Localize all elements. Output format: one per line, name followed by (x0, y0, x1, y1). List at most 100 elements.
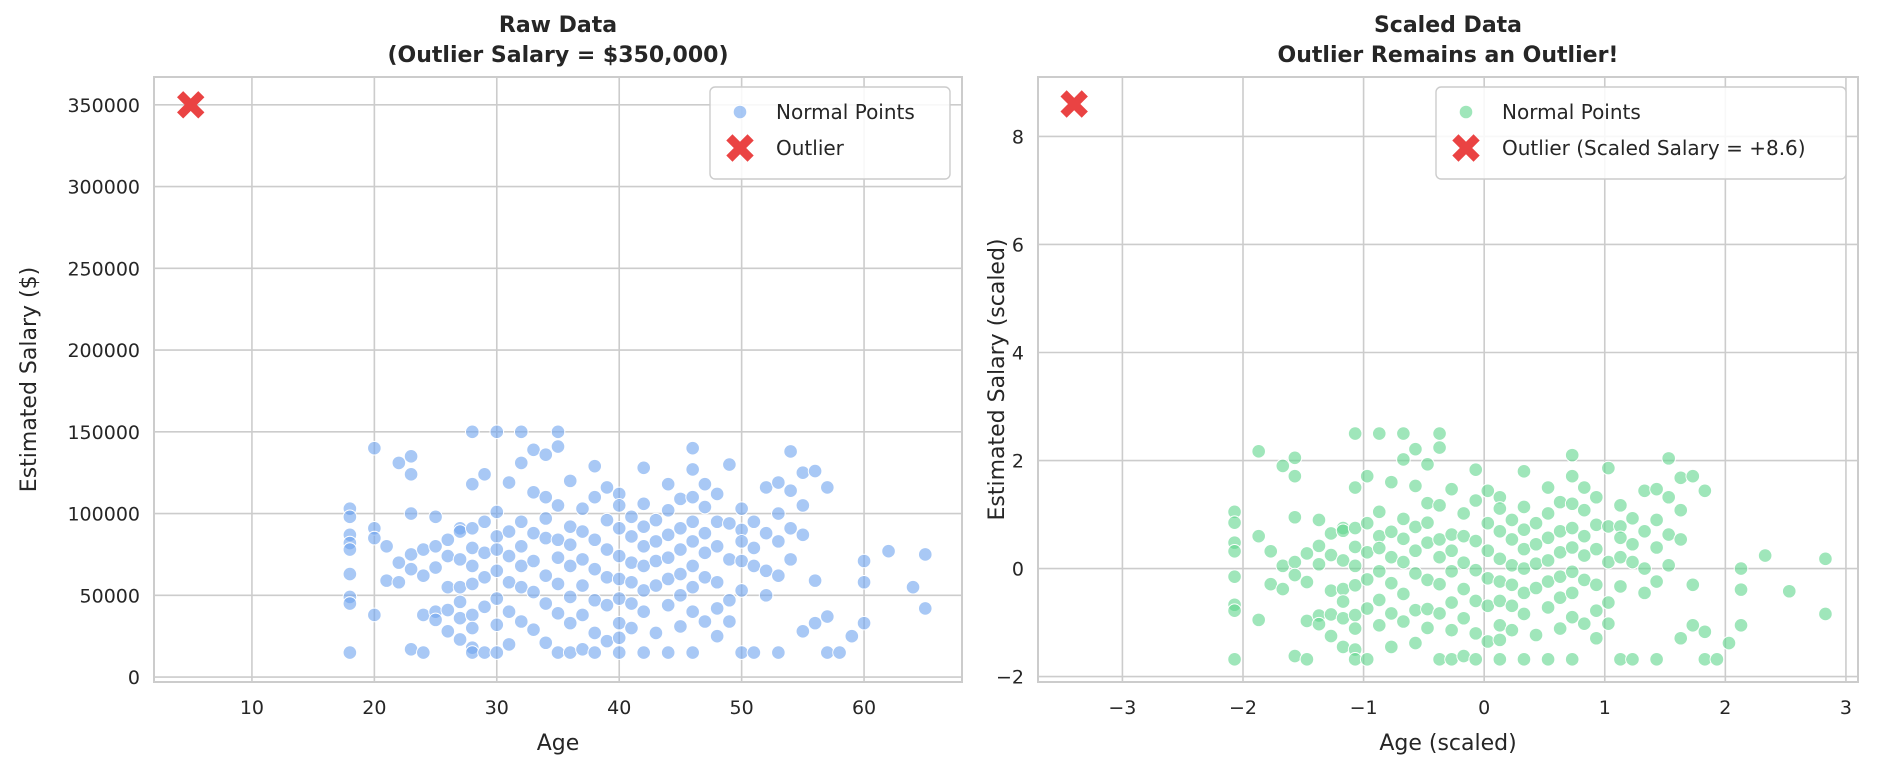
data-point (1504, 577, 1520, 593)
data-point (1552, 621, 1568, 636)
data-point (697, 476, 713, 492)
data-point (685, 534, 700, 549)
data-point (538, 635, 554, 651)
data-point (1384, 606, 1399, 621)
data-point (391, 555, 407, 570)
data-point (636, 460, 651, 476)
data-point (465, 645, 480, 660)
data-point (1371, 540, 1387, 556)
y-tick-label: 4 (1012, 342, 1024, 364)
data-point (1516, 606, 1532, 622)
data-point (575, 641, 590, 657)
data-point (673, 588, 688, 603)
data-point (550, 498, 566, 513)
data-point (1287, 509, 1303, 525)
data-point (1359, 572, 1375, 587)
data-point (709, 514, 725, 530)
data-point (722, 592, 737, 608)
data-point (1504, 512, 1520, 528)
y-tick-label: 300000 (67, 177, 140, 199)
data-point (587, 458, 603, 474)
data-point (1275, 581, 1291, 597)
data-point (660, 476, 676, 492)
data-point (501, 524, 517, 539)
data-point (722, 516, 737, 531)
data-point (1227, 515, 1242, 530)
data-point (771, 475, 786, 490)
data-point (562, 645, 578, 660)
data-point (1444, 527, 1459, 542)
data-point (1649, 540, 1664, 555)
data-point (1359, 601, 1375, 616)
data-point (1528, 536, 1544, 552)
data-point (1540, 652, 1556, 667)
data-point (1444, 595, 1459, 610)
data-point (709, 486, 725, 502)
data-point (1552, 523, 1568, 539)
data-point (1468, 652, 1484, 667)
data-point (428, 538, 443, 554)
data-point (513, 514, 529, 530)
data-point (416, 542, 431, 557)
plot-frame (153, 76, 963, 683)
data-point (1299, 613, 1315, 629)
data-point (1396, 554, 1411, 570)
data-point (783, 552, 798, 567)
data-point (1468, 626, 1484, 641)
data-point (465, 576, 480, 592)
data-point (734, 553, 749, 569)
data-point (416, 645, 431, 660)
data-point (624, 555, 639, 570)
data-point (1468, 493, 1484, 508)
data-point (1601, 595, 1616, 610)
data-point (526, 485, 541, 500)
data-point (1492, 574, 1508, 589)
data-point (636, 519, 651, 534)
data-point (1528, 627, 1544, 643)
data-point (856, 574, 872, 590)
data-point (1396, 586, 1411, 602)
data-point (1468, 562, 1484, 578)
data-point (550, 645, 566, 660)
chart-title-line1: Scaled Data (1374, 13, 1522, 38)
data-point (1287, 554, 1303, 570)
data-point (526, 622, 541, 637)
data-point (648, 553, 664, 569)
data-point (562, 537, 578, 552)
data-point (611, 571, 627, 587)
data-point (1432, 606, 1447, 621)
data-point (1456, 506, 1471, 521)
data-point (1227, 569, 1242, 584)
data-point (648, 578, 664, 593)
data-point (1432, 498, 1447, 513)
data-point (489, 504, 505, 520)
data-point (1649, 652, 1664, 667)
data-point (746, 558, 762, 574)
chart-2: −3 −2 −1 0 1 2 3 −2 0 2 4 6 8 Scaled Data Outlier Rema… (985, 13, 1859, 756)
data-point (538, 447, 554, 463)
data-point (1504, 622, 1520, 638)
data-point (538, 530, 554, 546)
data-point (807, 573, 823, 588)
data-point (611, 498, 627, 513)
data-point (673, 542, 688, 557)
data-point (587, 592, 603, 608)
data-point (1685, 577, 1701, 593)
data-point (1721, 635, 1737, 651)
data-point (575, 578, 590, 593)
data-point (1540, 530, 1556, 546)
data-point (1287, 450, 1303, 466)
chart-title-line1: Raw Data (499, 13, 617, 38)
data-point (342, 509, 358, 525)
data-point (1516, 499, 1532, 515)
chart-1: 10 20 30 40 50 60 0 50000 100000 150000 200000 2500… (17, 13, 963, 756)
data-point (1287, 648, 1303, 664)
data-point (391, 574, 407, 590)
data-point (771, 506, 786, 521)
data-point (562, 473, 578, 489)
data-point (1432, 549, 1447, 565)
data-point (403, 467, 419, 482)
data-point (428, 612, 443, 628)
data-point (1456, 555, 1471, 570)
legend-label: Normal Points (1502, 100, 1641, 124)
